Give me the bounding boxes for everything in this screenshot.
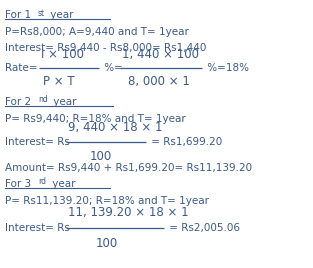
Text: P= Rs9,440; R=18% and T= 1year: P= Rs9,440; R=18% and T= 1year — [5, 114, 186, 124]
Text: P=Rs8,000; A=9,440 and T= 1year: P=Rs8,000; A=9,440 and T= 1year — [5, 27, 189, 37]
Text: = Rs2,005.06: = Rs2,005.06 — [166, 223, 240, 233]
Text: %=: %= — [101, 63, 123, 73]
Text: 8, 000 × 1: 8, 000 × 1 — [128, 75, 190, 88]
Text: 100: 100 — [90, 150, 112, 163]
Text: nd: nd — [38, 95, 48, 105]
Text: 100: 100 — [96, 237, 118, 250]
Text: year: year — [49, 179, 75, 189]
Text: For 3: For 3 — [5, 179, 31, 189]
Text: year: year — [50, 97, 76, 107]
Text: I × 100: I × 100 — [41, 48, 84, 61]
Text: Rate=: Rate= — [5, 63, 38, 73]
Text: P × T: P × T — [43, 75, 74, 88]
Text: For 1: For 1 — [5, 10, 31, 20]
Text: rd: rd — [38, 177, 46, 187]
Text: Interest= Rs9,440 - Rs8,000= Rs1,440: Interest= Rs9,440 - Rs8,000= Rs1,440 — [5, 43, 206, 53]
Text: 9, 440 × 18 × 1: 9, 440 × 18 × 1 — [68, 121, 162, 134]
Text: Amount= Rs9,440 + Rs1,699.20= Rs11,139.20: Amount= Rs9,440 + Rs1,699.20= Rs11,139.2… — [5, 163, 252, 173]
Text: P= Rs11,139.20; R=18% and T= 1year: P= Rs11,139.20; R=18% and T= 1year — [5, 196, 209, 206]
Text: st: st — [38, 9, 45, 17]
Text: 11, 139.20 × 18 × 1: 11, 139.20 × 18 × 1 — [68, 206, 189, 219]
Text: Interest= Rs: Interest= Rs — [5, 137, 70, 147]
Text: Interest= Rs: Interest= Rs — [5, 223, 70, 233]
Text: %=18%: %=18% — [204, 63, 249, 73]
Text: year: year — [47, 10, 74, 20]
Text: For 2: For 2 — [5, 97, 31, 107]
Text: 1, 440 × 100: 1, 440 × 100 — [122, 48, 199, 61]
Text: = Rs1,699.20: = Rs1,699.20 — [148, 137, 222, 147]
